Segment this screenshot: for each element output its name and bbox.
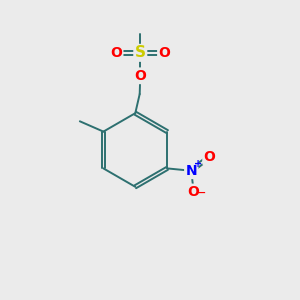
Text: O: O xyxy=(110,46,122,60)
Text: O: O xyxy=(204,150,215,164)
Text: N: N xyxy=(185,164,197,178)
Text: O: O xyxy=(188,185,200,199)
Text: S: S xyxy=(135,45,146,60)
Text: +: + xyxy=(194,159,202,169)
Text: O: O xyxy=(158,46,170,60)
Text: O: O xyxy=(134,69,146,83)
Text: −: − xyxy=(197,188,207,198)
